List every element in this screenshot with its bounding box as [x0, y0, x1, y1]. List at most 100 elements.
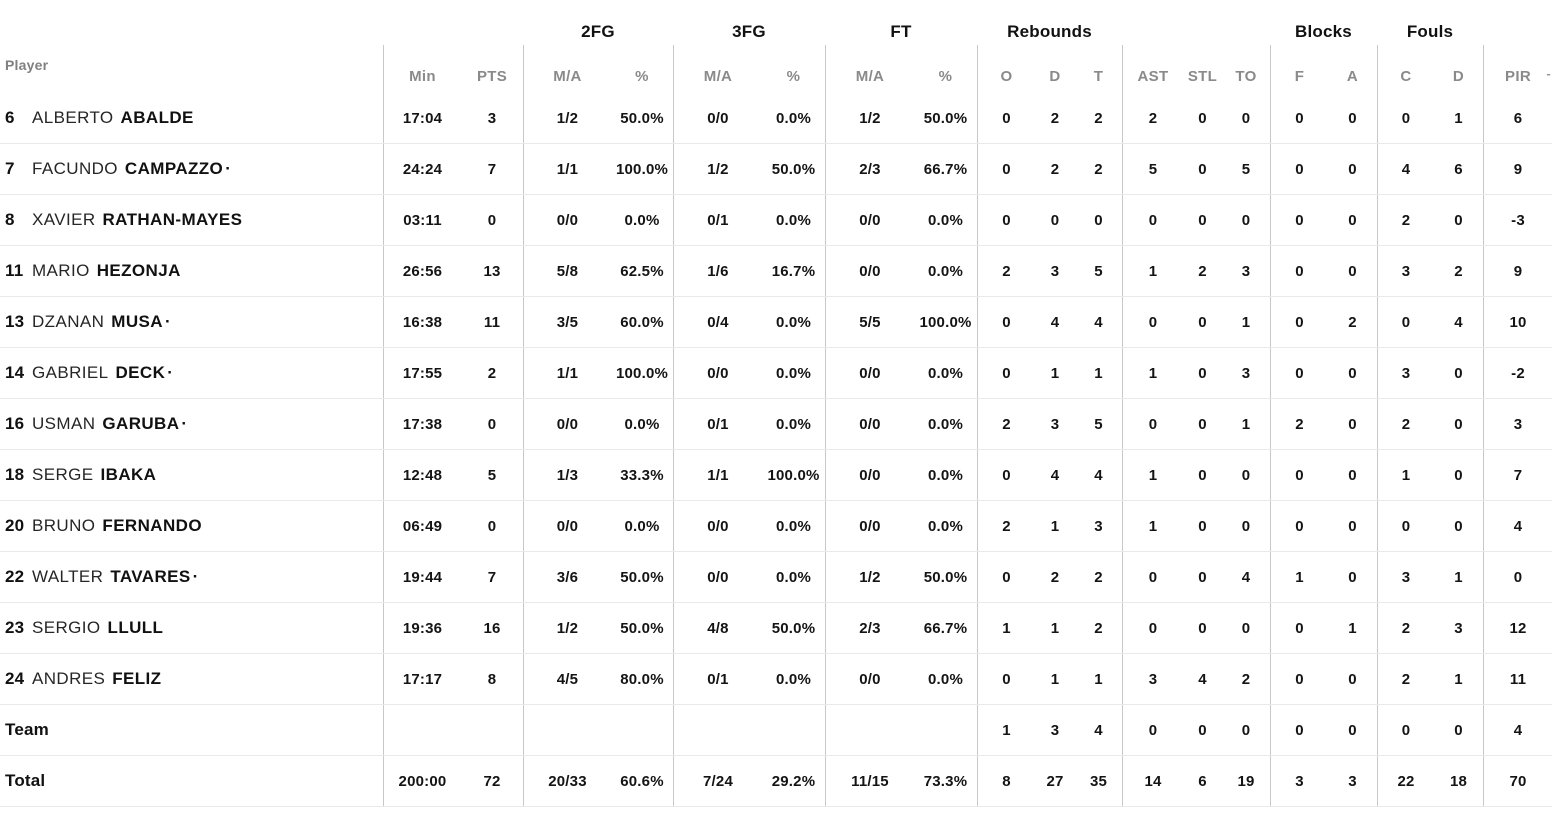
stat-to: 19 [1237, 772, 1255, 790]
stat-3fg-ma: 0/0 [673, 348, 762, 398]
column-header-foul-d[interactable]: D [1452, 68, 1465, 85]
player-cell[interactable]: 20 BRUNO FERNANDO [0, 501, 383, 551]
stat-ft-pct: 50.0% [923, 109, 968, 127]
stat-2fg-ma: 1/2 [523, 93, 611, 143]
stat-pir: 6 [1483, 93, 1552, 143]
stat-2fg-ma: 1/3 [523, 450, 611, 500]
player-cell[interactable]: 23 SERGIO LLULL [0, 603, 383, 653]
stat-to: 3 [1241, 262, 1251, 280]
stat-ft-ma: 0/0 [825, 399, 914, 449]
stat-ft-pct: 0.0% [928, 670, 963, 688]
column-header-3fg-ma[interactable]: M/A [673, 45, 762, 93]
column-header-2fg-pct[interactable]: % [635, 68, 649, 85]
column-header-pir[interactable]: PIR - [1483, 45, 1552, 93]
stat-reb-off: 0 [977, 654, 1035, 704]
player-row[interactable]: 18 SERGE IBAKA 12:48 5 1/3 33.3% 1/1 100… [0, 449, 1552, 500]
stat-min: 17:38 [383, 399, 461, 449]
player-last-name: TAVARES [110, 567, 191, 586]
stat-stl: 0 [1198, 619, 1207, 637]
player-cell[interactable]: 24 ANDRES FELIZ [0, 654, 383, 704]
player-row[interactable]: 22 WALTER TAVARES · 19:44 7 3/6 50.0% 0/… [0, 551, 1552, 602]
stat-3fg-ma: 1/2 [673, 144, 762, 194]
stat-blocks-for: 0 [1270, 654, 1328, 704]
column-header-stl[interactable]: STL [1187, 68, 1218, 85]
column-header-3fg-pct[interactable]: % [786, 68, 801, 85]
player-row[interactable]: 7 FACUNDO CAMPAZZO · 24:24 7 1/1 100.0% … [0, 143, 1552, 194]
stat-2fg-ma: 1/1 [523, 348, 611, 398]
stat-fouls-drawn: 6 [1454, 160, 1463, 178]
player-row[interactable]: 8 XAVIER RATHAN-MAYES 03:11 0 0/0 0.0% 0… [0, 194, 1552, 245]
column-header-ast[interactable]: AST [1122, 45, 1183, 93]
stat-ast: 0 [1122, 603, 1183, 653]
stat-ft-pct: 66.7% [923, 160, 968, 178]
player-last-name: CAMPAZZO [124, 159, 224, 178]
column-header-min[interactable]: Min [383, 45, 461, 93]
stat-fouls-committed: 0 [1377, 705, 1434, 755]
stat-3fg-pct: 50.0% [771, 619, 816, 637]
player-cell[interactable]: 11 MARIO HEZONJA [0, 246, 383, 296]
stat-to: 0 [1241, 466, 1251, 484]
player-row[interactable]: 24 ANDRES FELIZ 17:17 8 4/5 80.0% 0/1 0.… [0, 653, 1552, 704]
stat-blocks-against: 0 [1348, 517, 1357, 535]
player-cell[interactable]: 18 SERGE IBAKA [0, 450, 383, 500]
column-header-pts[interactable]: PTS [476, 68, 508, 85]
player-row[interactable]: 14 GABRIEL DECK · 17:55 2 1/1 100.0% 0/0… [0, 347, 1552, 398]
stat-reb-total: 4 [1094, 466, 1103, 484]
starter-indicator-icon: · [164, 312, 171, 331]
column-header-reb-o[interactable]: O [977, 45, 1035, 93]
stat-2fg-pct: 50.0% [620, 568, 664, 586]
column-header-block-f[interactable]: F [1270, 45, 1328, 93]
player-cell[interactable]: 8 XAVIER RATHAN-MAYES [0, 195, 383, 245]
player-row[interactable]: 11 MARIO HEZONJA 26:56 13 5/8 62.5% 1/6 … [0, 245, 1552, 296]
group-header-3fg: 3FG [732, 22, 766, 41]
player-cell[interactable]: 6 ALBERTO ABALDE [0, 93, 383, 143]
column-header-foul-c[interactable]: C [1377, 45, 1434, 93]
player-first-name: XAVIER [32, 210, 96, 229]
player-cell[interactable]: Total [0, 756, 383, 806]
player-cell[interactable]: 22 WALTER TAVARES · [0, 552, 383, 602]
jersey-number: 22 [5, 567, 25, 586]
stat-pts: 7 [487, 568, 497, 586]
stat-blocks-for: 0 [1270, 603, 1328, 653]
player-cell[interactable]: Team [0, 705, 383, 755]
player-row[interactable]: 23 SERGIO LLULL 19:36 16 1/2 50.0% 4/8 5… [0, 602, 1552, 653]
stat-pir: 4 [1483, 501, 1552, 551]
player-cell[interactable]: 16 USMAN GARUBA · [0, 399, 383, 449]
table-body: 6 ALBERTO ABALDE 17:04 3 1/2 50.0% 0/0 0… [0, 93, 1552, 807]
stat-ast: 5 [1122, 144, 1183, 194]
stat-stl: 0 [1198, 517, 1207, 535]
column-header-2fg-ma[interactable]: M/A [523, 45, 611, 93]
player-row[interactable]: 20 BRUNO FERNANDO 06:49 0 0/0 0.0% 0/0 0… [0, 500, 1552, 551]
player-cell[interactable]: 14 GABRIEL DECK · [0, 348, 383, 398]
stat-3fg-pct: 0.0% [776, 313, 811, 331]
stat-min: 06:49 [383, 501, 461, 551]
stat-blocks-against: 0 [1348, 211, 1357, 229]
stat-fouls-committed: 2 [1377, 654, 1434, 704]
stat-pts: 0 [487, 211, 497, 229]
column-header-reb-d[interactable]: D [1049, 68, 1061, 85]
column-header-ft-pct[interactable]: % [938, 68, 953, 85]
stat-pts: 2 [487, 364, 497, 382]
player-row[interactable]: 16 USMAN GARUBA · 17:38 0 0/0 0.0% 0/1 0… [0, 398, 1552, 449]
group-spacer [1483, 0, 1552, 45]
player-cell[interactable]: 13 DZANAN MUSA · [0, 297, 383, 347]
stat-ft-ma [825, 705, 914, 755]
column-header-to[interactable]: TO [1235, 68, 1257, 85]
stat-reb-total: 2 [1094, 619, 1103, 637]
column-header-block-a[interactable]: A [1346, 68, 1359, 85]
stat-pir: 3 [1483, 399, 1552, 449]
group-header-blocks: Blocks [1295, 22, 1352, 41]
player-cell[interactable]: 7 FACUNDO CAMPAZZO · [0, 144, 383, 194]
column-header-row: Player Min PTS M/A % M/A % M/A % O D T A… [0, 45, 1552, 93]
starter-indicator-icon: · [192, 567, 199, 586]
sort-indicator-icon[interactable]: - [1546, 66, 1551, 81]
stat-reb-off: 0 [977, 297, 1035, 347]
stat-2fg-pct: 0.0% [624, 415, 660, 433]
column-header-ft-ma[interactable]: M/A [825, 45, 914, 93]
player-row[interactable]: 6 ALBERTO ABALDE 17:04 3 1/2 50.0% 0/0 0… [0, 93, 1552, 143]
player-row[interactable]: 13 DZANAN MUSA · 16:38 11 3/5 60.0% 0/4 … [0, 296, 1552, 347]
column-header-reb-t[interactable]: T [1093, 68, 1104, 85]
stat-blocks-against: 0 [1348, 364, 1357, 382]
stat-blocks-against: 0 [1348, 160, 1357, 178]
stat-fouls-committed: 0 [1377, 501, 1434, 551]
